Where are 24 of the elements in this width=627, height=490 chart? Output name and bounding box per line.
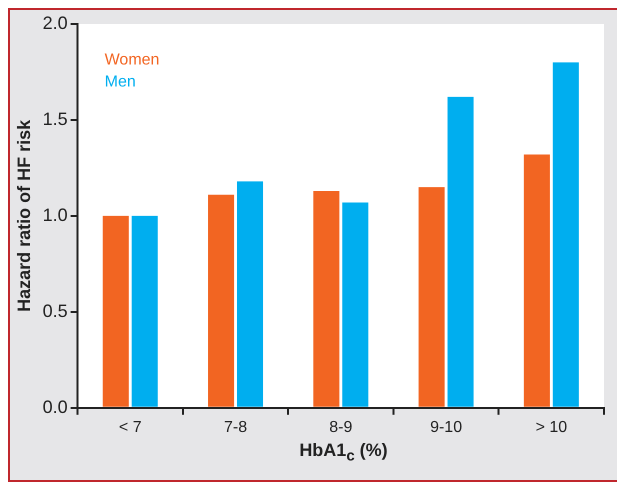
text: Women xyxy=(104,51,160,68)
bar xyxy=(313,190,340,407)
bar xyxy=(342,202,368,407)
y-tick-label: 1.5 xyxy=(42,108,68,129)
bar xyxy=(132,216,158,407)
bar xyxy=(102,216,129,407)
x-tick-label: 7-8 xyxy=(224,418,248,436)
x-tick-label: 9-10 xyxy=(430,418,462,436)
y-tick-label: 2.0 xyxy=(42,12,68,33)
bar xyxy=(208,194,234,407)
bar xyxy=(418,187,445,407)
y-tick-label: 1.0 xyxy=(42,204,68,225)
bar xyxy=(448,96,474,407)
x-tick-label: < 7 xyxy=(118,418,142,436)
y-axis-title: Hazard ratio of HF risk xyxy=(14,118,34,312)
bar xyxy=(552,62,579,407)
x-axis-title: HbA1$_{c}$ (%) xyxy=(298,440,389,465)
bar xyxy=(524,154,550,407)
y-tick-label: 0.5 xyxy=(42,300,68,321)
y-tick-label: 0.0 xyxy=(42,396,68,417)
bar xyxy=(236,181,264,407)
text: Men xyxy=(104,73,136,90)
x-tick-label: 8-9 xyxy=(329,418,352,436)
x-tick-label: > 10 xyxy=(536,418,568,436)
